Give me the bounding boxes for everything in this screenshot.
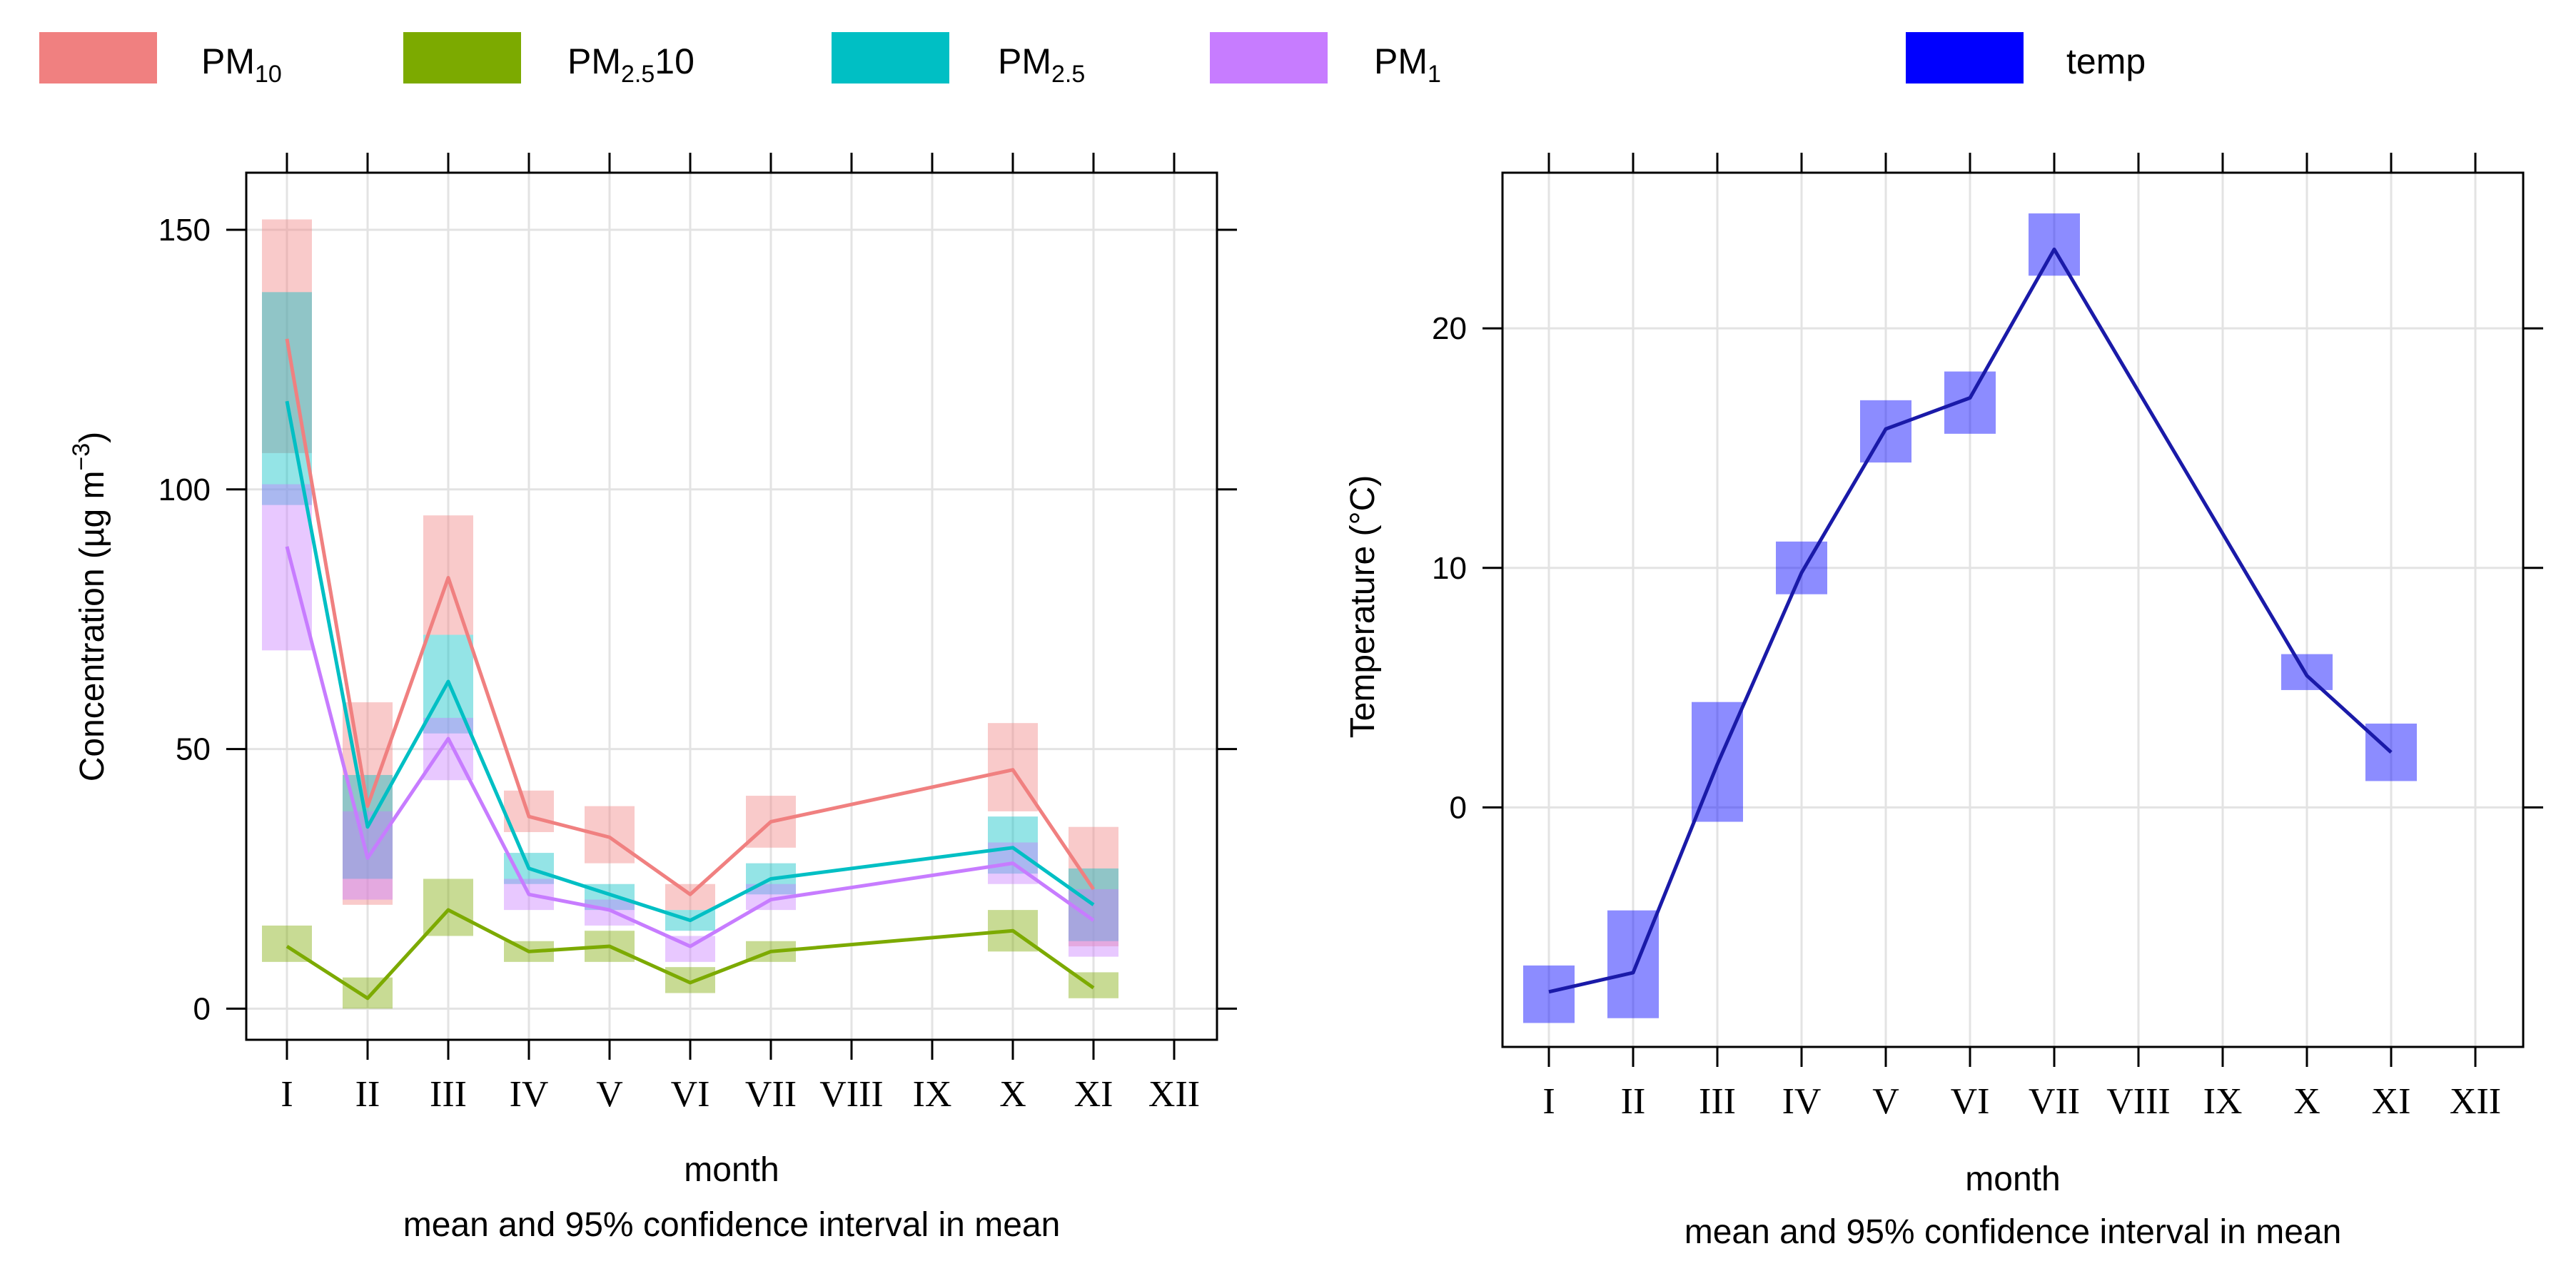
right-ytick-label-0: 0	[1450, 790, 1467, 825]
left-ci-band-pm10-III	[423, 515, 473, 635]
left-series-lines	[285, 338, 1096, 1001]
right-plot-frame	[1501, 171, 2525, 1048]
right-y-tick-labels: 0 10 20	[1432, 311, 1467, 825]
right-ytick-label-10: 10	[1432, 551, 1467, 586]
legend-swatch-temp	[1906, 32, 2024, 83]
svg-text:PM2.510: PM2.510	[567, 41, 694, 88]
left-ci-band-pm10-V	[585, 806, 635, 864]
left-xtick-label-VI: VI	[671, 1074, 710, 1115]
legend: PM10 PM2.510 PM2.5 PM1 temp	[39, 32, 2146, 88]
right-xtick-label-VI: VI	[1951, 1081, 1990, 1122]
left-xtick-label-I: I	[281, 1074, 293, 1115]
legend-sub-pm25: 2.5	[1051, 61, 1085, 88]
left-ci-band-pm2-5-10-II	[343, 977, 393, 1009]
left-xtick-label-IV: IV	[510, 1074, 549, 1115]
left-xtick-label-V: V	[596, 1074, 623, 1115]
left-xtick-label-II: II	[355, 1074, 380, 1115]
left-ci-band-pm10-I	[262, 219, 312, 453]
right-x-axis-title: month	[1965, 1160, 2060, 1198]
left-xtick-label-XI: XI	[1074, 1074, 1113, 1115]
left-x-axis-title: month	[684, 1151, 779, 1189]
right-xtick-label-VIII: VIII	[2106, 1081, 2171, 1122]
right-xtick-label-IX: IX	[2203, 1081, 2243, 1122]
legend-suffix-pm25-10: 10	[655, 41, 694, 81]
right-ytick-label-20: 20	[1432, 311, 1467, 346]
left-ci-band-pm2-5-I	[262, 292, 312, 505]
left-gridlines	[246, 173, 1217, 1040]
left-mean-line-pm10	[285, 338, 1096, 896]
left-ci-band-pm1-XI	[1069, 889, 1118, 957]
left-xtick-label-VIII: VIII	[819, 1074, 884, 1115]
left-ytick-label-150: 150	[158, 213, 211, 248]
right-ci-band-temp-VII	[2029, 213, 2080, 276]
right-xtick-label-I: I	[1542, 1081, 1555, 1122]
left-tick-marks	[226, 153, 1237, 1060]
left-mean-line-pm2-5	[285, 400, 1095, 923]
right-xtick-label-V: V	[1872, 1081, 1899, 1122]
right-x-tick-labels: I II III IV V VI VII VIII IX X XI XII	[1542, 1081, 2501, 1122]
legend-item-pm25: PM2.5	[832, 32, 1085, 88]
legend-item-temp: temp	[1906, 32, 2146, 83]
left-ytick-label-50: 50	[176, 732, 211, 767]
legend-sub-pm1: 1	[1428, 61, 1441, 88]
left-chart-subtitle: mean and 95% confidence interval in mean	[403, 1206, 1061, 1244]
legend-sub-pm10: 10	[255, 61, 282, 88]
right-ci-band-temp-IV	[1776, 541, 1827, 594]
svg-text:PM10: PM10	[201, 41, 282, 88]
legend-label-pm25: PM	[998, 41, 1051, 81]
right-chart-subtitle: mean and 95% confidence interval in mean	[1684, 1213, 2342, 1251]
legend-label-pm10: PM	[201, 41, 255, 81]
left-xtick-label-VII: VII	[745, 1074, 797, 1115]
right-xtick-label-XI: XI	[2372, 1081, 2411, 1122]
svg-text:PM2.5: PM2.5	[998, 41, 1085, 88]
right-mean-line-temp	[1548, 247, 2393, 994]
left-xtick-label-IX: IX	[913, 1074, 952, 1115]
legend-label-pm1: PM	[1374, 41, 1428, 81]
right-ci-band-temp-I	[1523, 965, 1575, 1023]
legend-swatch-pm1	[1210, 32, 1328, 83]
right-xtick-label-XII: XII	[2450, 1081, 2501, 1122]
right-y-axis-title: Temperature (°C)	[1344, 475, 1382, 739]
right-ci-band-temp-X	[2281, 654, 2333, 690]
legend-swatch-pm25-10	[403, 32, 521, 83]
legend-swatch-pm25	[832, 32, 949, 83]
left-mean-line-pm1	[285, 546, 1095, 948]
left-xtick-label-XII: XII	[1148, 1074, 1200, 1115]
right-tick-marks	[1483, 153, 2543, 1067]
left-x-tick-labels: I II III IV V VI VII VIII IX X XI XII	[281, 1074, 1200, 1115]
right-xtick-label-IV: IV	[1782, 1081, 1822, 1122]
left-ytick-label-100: 100	[158, 472, 211, 507]
left-xtick-label-X: X	[999, 1074, 1026, 1115]
left-y-axis-title: Concentration (µg m−3)	[68, 432, 111, 782]
left-ci-band-pm2-5-10-VI	[665, 967, 715, 993]
left-xtick-label-III: III	[430, 1074, 467, 1115]
legend-label-temp: temp	[2066, 41, 2146, 81]
right-series-lines	[1548, 247, 2393, 994]
left-plot-frame	[245, 171, 1218, 1041]
left-ci-band-pm1-V	[585, 899, 635, 926]
left-mean-line-pm2-5-10	[286, 908, 1095, 1001]
left-ci-band-pm10-VI	[665, 883, 715, 911]
legend-item-pm25-10: PM2.510	[403, 32, 694, 88]
right-xtick-label-X: X	[2293, 1081, 2320, 1122]
right-xtick-label-III: III	[1699, 1081, 1736, 1122]
left-y-tick-labels: 0 50 100 150	[158, 213, 211, 1026]
legend-item-pm1: PM1	[1210, 32, 1441, 88]
legend-swatch-pm10	[39, 32, 157, 83]
left-ci-band-pm1-I	[262, 484, 312, 651]
right-xtick-label-VII: VII	[2029, 1081, 2080, 1122]
right-xtick-label-II: II	[1621, 1081, 1646, 1122]
svg-text:PM1: PM1	[1374, 41, 1441, 88]
legend-sub-pm25-10: 2.5	[621, 61, 655, 88]
right-gridlines	[1502, 173, 2523, 1047]
legend-label-pm25-10: PM	[567, 41, 621, 81]
left-ytick-label-0: 0	[193, 991, 211, 1026]
legend-item-pm10: PM10	[39, 32, 282, 88]
